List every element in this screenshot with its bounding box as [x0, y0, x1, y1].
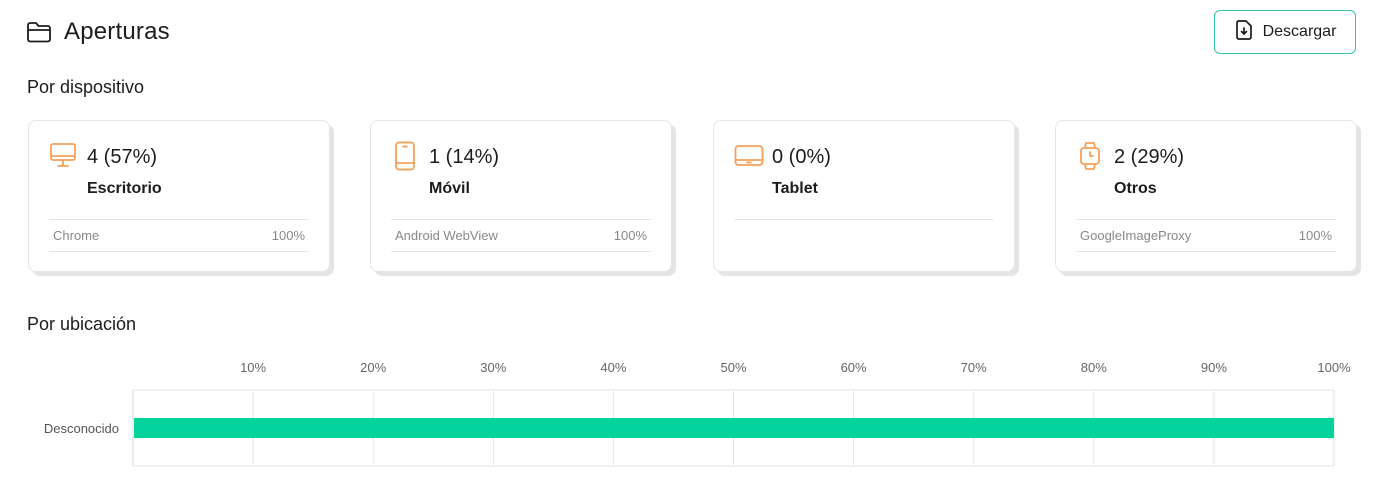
- device-label: Escritorio: [87, 180, 162, 197]
- device-count: 0 (0%): [772, 146, 831, 168]
- x-tick-label: 70%: [961, 360, 987, 375]
- device-section-title: Por dispositivo: [27, 77, 145, 97]
- divider: [734, 219, 994, 220]
- file-download-icon: [1234, 19, 1254, 46]
- category-label: Desconocido: [44, 421, 119, 436]
- x-tick-label: 80%: [1081, 360, 1107, 375]
- device-card-tablet: 0 (0%) Tablet: [713, 120, 1015, 272]
- device-card-desktop: 4 (57%) Escritorio Chrome 100%: [28, 120, 330, 272]
- x-tick-label: 20%: [360, 360, 386, 375]
- device-count: 4 (57%): [87, 146, 158, 168]
- divider: [49, 219, 309, 220]
- browser-row: Android WebView 100%: [391, 220, 651, 252]
- tablet-icon: [734, 141, 764, 174]
- device-card-other: 2 (29%) Otros GoogleImageProxy 100%: [1055, 120, 1357, 272]
- browser-name: GoogleImageProxy: [1080, 228, 1192, 243]
- x-tick-label: 50%: [720, 360, 746, 375]
- device-label: Tablet: [772, 180, 818, 197]
- device-label: Otros: [1114, 180, 1157, 197]
- browser-percent: 100%: [613, 228, 647, 243]
- browser-percent: 100%: [271, 228, 305, 243]
- x-tick-label: 30%: [480, 360, 506, 375]
- folder-icon: [26, 20, 52, 44]
- bar: [134, 418, 1334, 438]
- device-count: 2 (29%): [1114, 146, 1185, 168]
- mobile-icon: [391, 141, 419, 176]
- location-bar-chart: 10% 20% 30% 40% 50% 60% 70% 80% 90% 100% Desconoci…: [44, 360, 1351, 467]
- browser-percent: 100%: [1298, 228, 1332, 243]
- x-tick-label: 100%: [1317, 360, 1351, 375]
- download-button[interactable]: Descargar: [1214, 10, 1356, 54]
- browser-row: GoogleImageProxy 100%: [1076, 220, 1336, 252]
- device-count: 1 (14%): [429, 146, 500, 168]
- browser-row: Chrome 100%: [49, 220, 309, 252]
- device-card-mobile: 1 (14%) Móvil Android WebView 100%: [370, 120, 672, 272]
- x-tick-label: 60%: [841, 360, 867, 375]
- location-section-title: Por ubicación: [27, 314, 137, 334]
- divider: [391, 219, 651, 220]
- device-label: Móvil: [429, 180, 470, 197]
- browser-name: Android WebView: [395, 228, 498, 243]
- divider: [1076, 219, 1336, 220]
- x-tick-label: 90%: [1201, 360, 1227, 375]
- page-title: Aperturas: [64, 18, 170, 45]
- page-header: Aperturas: [26, 18, 170, 46]
- browser-name: Chrome: [53, 228, 100, 243]
- watch-icon: [1076, 141, 1104, 176]
- download-button-label: Descargar: [1262, 23, 1337, 40]
- x-tick-label: 40%: [600, 360, 626, 375]
- desktop-icon: [49, 141, 77, 174]
- x-tick-label: 10%: [240, 360, 266, 375]
